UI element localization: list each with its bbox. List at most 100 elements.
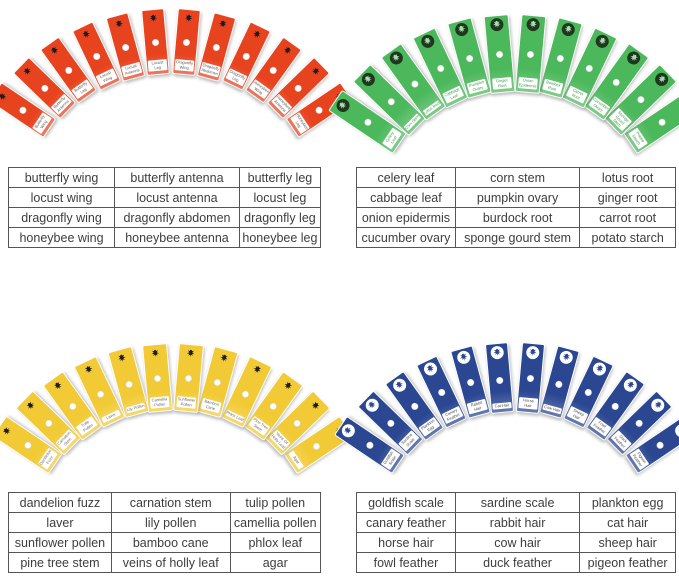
plant-silhouette-icon: [358, 70, 378, 89]
microscope-slide-animals: cat hair: [485, 341, 515, 414]
slide-label: lotus root: [422, 99, 443, 117]
table-cell: dandelion fuzz: [8, 492, 112, 513]
table-row: celery leaf corn stem lotus root: [356, 167, 676, 188]
slide-label: carrot root: [565, 85, 588, 104]
specimen-window: [583, 387, 593, 397]
specimen-window: [365, 440, 375, 451]
microscope-slide-plants: pumpkin ovary: [447, 17, 493, 100]
microscope-slide-plants: ginger root: [483, 13, 516, 94]
table-cell: tulip pollen: [229, 492, 321, 513]
table-cell: carrot root: [579, 207, 676, 228]
plant-silhouette-icon: [624, 48, 643, 67]
specimen-window: [213, 378, 222, 388]
plant-silhouette-icon: [419, 32, 437, 50]
insect-silhouette-icon: [247, 26, 264, 43]
specimen-window: [314, 105, 325, 116]
slide-label: tulip pollen: [75, 415, 99, 436]
microscope-slide-plants: celery leaf: [328, 89, 408, 154]
animal-silhouette-icon: [455, 349, 472, 366]
microscope-slide-flowers: phlox leaf: [220, 355, 273, 428]
specimen-window: [410, 401, 420, 411]
microscope-slide-insects: dragonfly abdomen: [196, 11, 237, 82]
microscope-slide-insects: dragonfly leg: [221, 21, 271, 91]
specimen-window: [182, 38, 191, 46]
table-cell: honeybee leg: [238, 227, 322, 248]
slide-label: canary feather: [442, 405, 464, 424]
specimen-window: [655, 440, 665, 451]
specimen-window: [121, 42, 130, 52]
table-cell: ginger root: [579, 187, 676, 208]
plant-silhouette-icon: [652, 70, 672, 89]
insect-silhouette-icon: [146, 11, 160, 25]
slide-label: agar: [288, 449, 305, 470]
table-cell: dragonfly leg: [238, 207, 322, 228]
microscope-slide-insects: dragonfly wing: [172, 7, 201, 76]
microscope-slide-plants: lotus root: [380, 42, 447, 121]
slide-label: locust antenna: [121, 61, 142, 77]
slide-label: pigeon feather: [629, 448, 649, 470]
slide-label: laver: [100, 408, 122, 424]
slide-label: fowl feather: [589, 416, 611, 437]
slide-label: potato starch: [627, 126, 648, 150]
specimen-window: [17, 105, 28, 116]
microscope-slide-insects: butterfly wing: [0, 82, 57, 139]
table-row: dandelion fuzz carnation stem tulip pollen: [8, 492, 321, 513]
specimen-window: [68, 401, 78, 411]
microscope-slide-animals: sardine scale: [357, 390, 424, 457]
slide-label: cabbage leaf: [442, 85, 465, 104]
table-row: dragonfly wing dragonfly abdomen dragonfly…: [7, 207, 322, 228]
table-cell: bamboo cane: [110, 532, 231, 553]
table-cell: corn stem: [454, 167, 581, 188]
table-cell: pine tree stem: [8, 552, 112, 573]
animal-silhouette-icon: [525, 345, 540, 360]
specimen-window: [554, 380, 564, 390]
table-cell: onion epidermis: [356, 207, 456, 228]
microscope-slide-animals: rabbit hair: [449, 345, 491, 420]
insect-silhouette-icon: [77, 26, 94, 43]
specimen-window: [212, 42, 221, 52]
table-cell: celery leaf: [356, 167, 456, 188]
microscope-slide-plants: carrot root: [561, 27, 618, 109]
specimen-window: [496, 376, 504, 385]
microscope-slide-insects: honeybee antenna: [266, 57, 330, 120]
slide-label: sponge gourd stem: [608, 107, 633, 132]
table-cell: sardine scale: [454, 492, 581, 513]
table-cell: horse hair: [356, 532, 456, 553]
slide-label: veins of holly leaf: [268, 429, 291, 452]
specimen-window: [386, 96, 397, 107]
specimen-window: [311, 441, 322, 452]
specimen-table-flowers: dandelion fuzz carnation stem tulip pollen…: [8, 492, 321, 573]
specimen-window: [386, 418, 396, 429]
slide-fan-animals: goldfish scale sardine scale plankton egg c…: [334, 330, 679, 492]
insect-silhouette-icon: [215, 16, 231, 32]
specimen-window: [436, 63, 446, 74]
microscope-slide-flowers: dandelion fuzz: [0, 415, 63, 475]
slide-label: horse hair: [518, 396, 538, 410]
specimen-window: [610, 401, 620, 411]
flower-silhouette-icon: [80, 361, 97, 378]
animal-silhouette-icon: [339, 421, 358, 440]
microscope-slide-plants: corn stem: [352, 63, 426, 137]
specimen-window: [268, 401, 278, 411]
table-row: cabbage leaf pumpkin ovary ginger root: [356, 187, 676, 208]
table-cell: camellia pollen: [229, 512, 321, 533]
table-cell: potato starch: [579, 227, 676, 248]
microscope-slide-animals: fowl feather: [585, 370, 645, 441]
slide-label: cow hair: [542, 403, 563, 415]
table-cell: sheep hair: [579, 532, 676, 553]
slide-label: honeybee antenna: [270, 94, 292, 116]
specimen-window: [268, 65, 278, 76]
table-cell: sunflower pollen: [8, 532, 112, 553]
specimen-window: [151, 38, 160, 46]
slide-label: honeybee wing: [249, 79, 271, 100]
table-cell: locust leg: [238, 187, 322, 208]
slide-label: pumpkin ovary: [466, 78, 489, 95]
insect-silhouette-icon: [306, 63, 324, 81]
insect-silhouette-icon: [0, 88, 12, 106]
table-cell: butterfly wing: [7, 167, 116, 188]
table-cell: lotus root: [579, 167, 676, 188]
table-cell: laver: [8, 512, 112, 533]
slide-label: butterfly leg: [71, 79, 93, 100]
microscope-slide-plants: onion epidermis: [514, 13, 547, 94]
plant-silhouette-icon: [525, 17, 540, 32]
